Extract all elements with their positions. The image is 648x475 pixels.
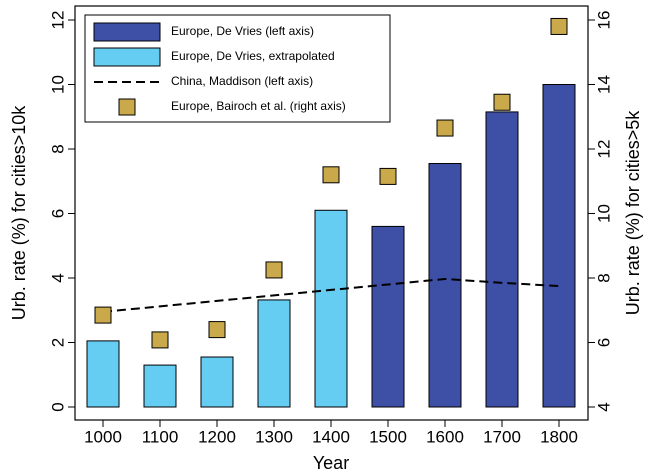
marker [94, 306, 112, 324]
y-tick-label: 4 [48, 273, 67, 282]
y-tick-label: 12 [48, 11, 67, 30]
y-tick-label: 6 [48, 209, 67, 218]
x-tick-label: 1200 [198, 427, 236, 446]
bar [371, 225, 405, 408]
marker [379, 167, 397, 185]
x-axis-label: Year [313, 453, 349, 473]
y-tick-label: 2 [48, 338, 67, 347]
marker [265, 261, 283, 279]
y2-tick-label: 12 [594, 140, 613, 159]
marker [436, 119, 454, 137]
y2-axis-label: Urb. rate (%) for cities>5k [623, 110, 643, 316]
plot-frame [74, 5, 589, 421]
y2-tick-label: 14 [594, 75, 613, 94]
bar [542, 84, 576, 408]
bar [428, 163, 462, 408]
bar [143, 364, 177, 408]
y-axis-label: Urb. rate (%) for cities>10k [9, 105, 29, 321]
legend-swatch [93, 47, 161, 67]
y-tick-label: 10 [48, 75, 67, 94]
x-tick-label: 1500 [369, 427, 407, 446]
marker [550, 17, 568, 35]
marker [493, 93, 511, 111]
legend-label: Europe, De Vries (left axis) [171, 24, 314, 38]
y2-tick-label: 8 [594, 273, 613, 282]
legend-label: China, Maddison (left axis) [171, 74, 313, 88]
x-tick-label: 1700 [483, 427, 521, 446]
legend-label: Europe, Bairoch et al. (right axis) [171, 99, 346, 113]
bar [485, 111, 519, 408]
y2-tick-label: 6 [594, 338, 613, 347]
x-tick-label: 1000 [84, 427, 122, 446]
line [102, 277, 560, 313]
bar [200, 356, 234, 408]
x-tick-label: 1800 [540, 427, 578, 446]
y2-tick-label: 16 [594, 11, 613, 30]
marker [151, 331, 169, 349]
bar [86, 340, 120, 408]
y2-tick-label: 10 [594, 204, 613, 223]
marker [322, 166, 340, 184]
x-tick-label: 1400 [312, 427, 350, 446]
legend-swatch [118, 98, 136, 116]
y-tick-label: 8 [48, 144, 67, 153]
legend-label: Europe, De Vries, extrapolated [171, 49, 335, 63]
y2-tick-label: 4 [594, 402, 613, 411]
legend-swatch [93, 22, 161, 42]
bar [314, 209, 348, 408]
x-tick-label: 1600 [426, 427, 464, 446]
bar [257, 299, 291, 408]
marker [208, 321, 226, 339]
y-tick-label: 0 [48, 402, 67, 411]
x-tick-label: 1100 [142, 427, 179, 446]
x-tick-label: 1300 [255, 427, 293, 446]
